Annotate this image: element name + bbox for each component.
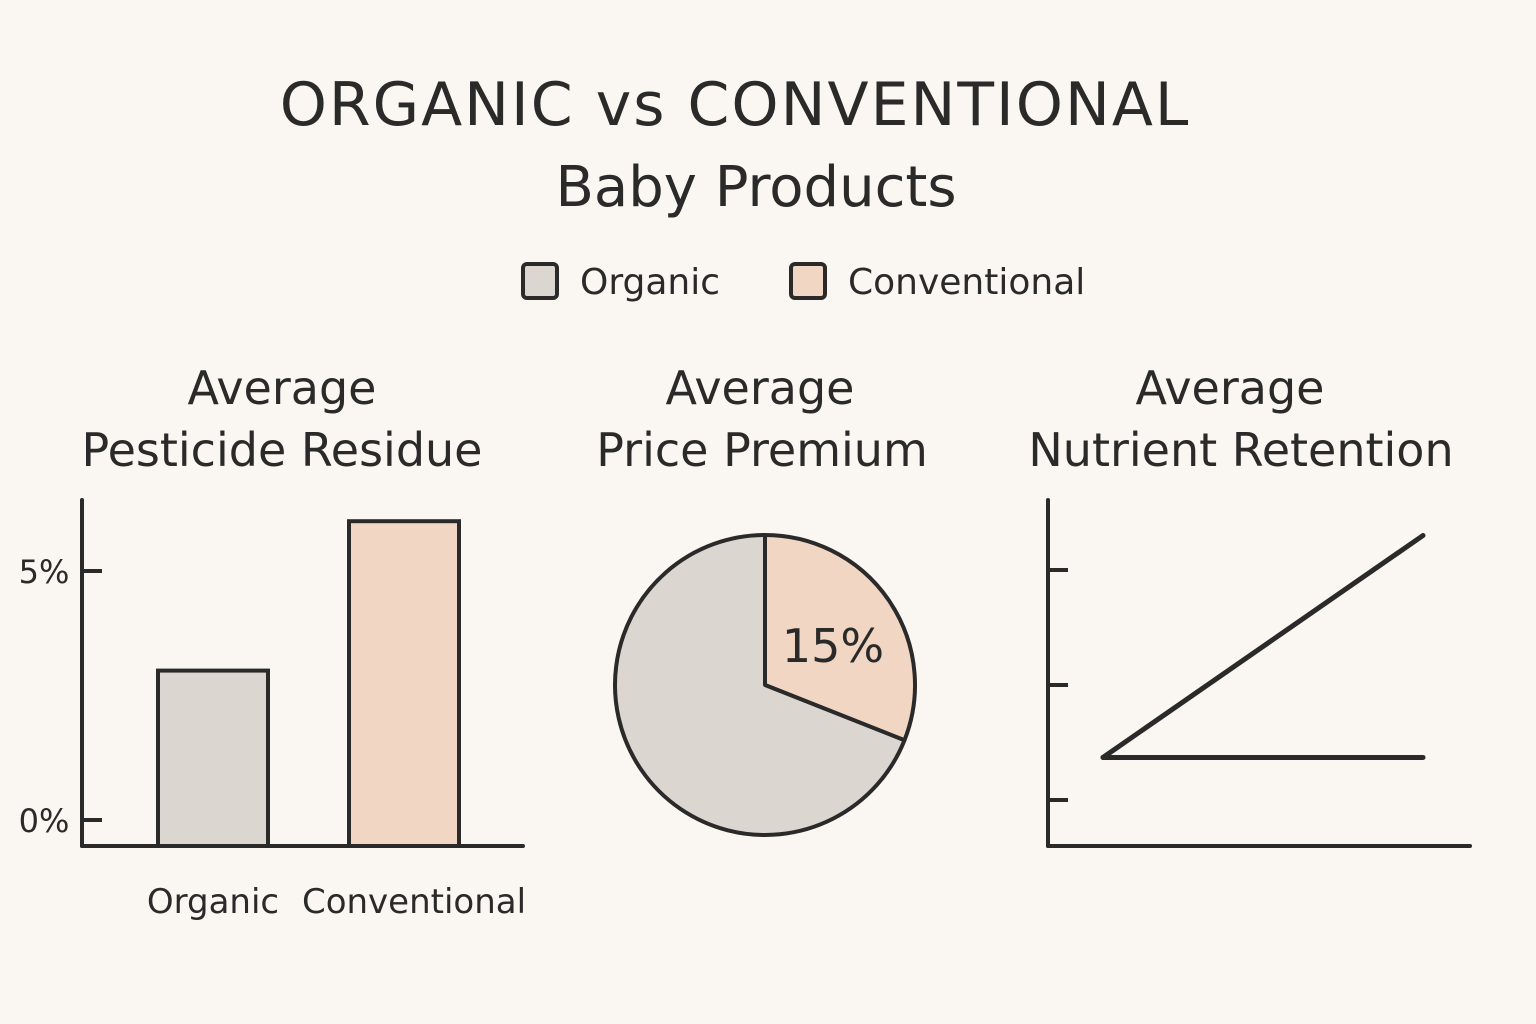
pie-slice-label: 15% bbox=[782, 619, 884, 673]
price-premium-chart: Average Price Premium 15% bbox=[596, 361, 928, 837]
chart-title-line2: Pesticide Residue bbox=[82, 423, 483, 477]
legend-swatch-organic bbox=[521, 262, 559, 300]
x-tick-label: Conventional bbox=[302, 882, 526, 922]
series-line-1 bbox=[1100, 533, 1426, 760]
chart-title-line2: Nutrient Retention bbox=[1028, 423, 1453, 477]
chart-title-line1: Average bbox=[188, 361, 377, 415]
y-tick-label: 5% bbox=[19, 553, 70, 591]
bar-organic bbox=[156, 668, 270, 848]
chart-title-line1: Average bbox=[1136, 361, 1325, 415]
chart-title-line1: Average bbox=[666, 361, 855, 415]
main-title-line2: Baby Products bbox=[555, 155, 956, 220]
pie-slice-conventional bbox=[763, 533, 917, 743]
bar-conventional bbox=[347, 519, 461, 848]
y-tick-label: 0% bbox=[19, 802, 70, 840]
pesticide-residue-chart: Average Pesticide Residue 0% 5% Organic Con… bbox=[19, 361, 526, 922]
legend: Organic Conventional bbox=[521, 262, 1085, 303]
main-title-line1: ORGANIC vs CONVENTIONAL bbox=[280, 70, 1191, 140]
legend-swatch-conventional bbox=[789, 262, 827, 300]
legend-label-conventional: Conventional bbox=[848, 262, 1085, 303]
legend-label-organic: Organic bbox=[580, 262, 720, 303]
pie-slice-organic bbox=[613, 533, 907, 837]
x-tick-label: Organic bbox=[147, 882, 279, 922]
nutrient-retention-chart: Average Nutrient Retention bbox=[1028, 361, 1472, 848]
chart-title-line2: Price Premium bbox=[596, 423, 928, 477]
